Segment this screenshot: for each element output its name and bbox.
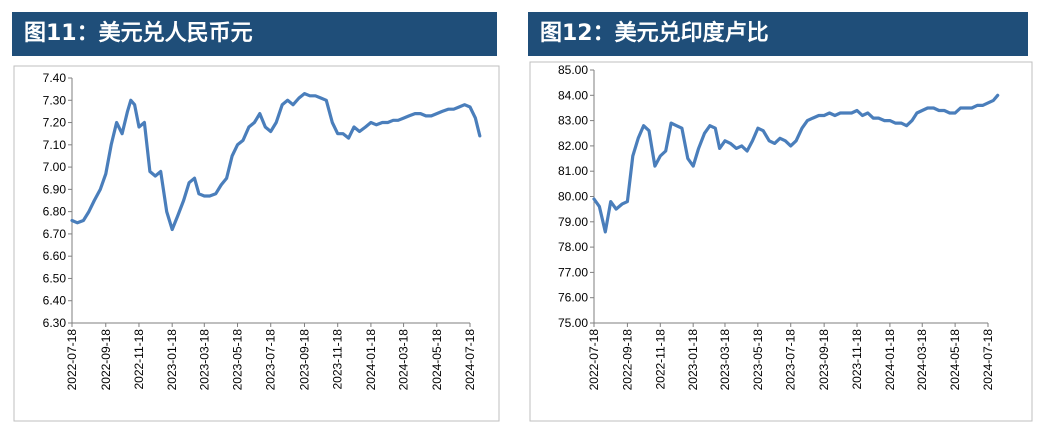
x-tick-label: 2024-03-18 <box>915 329 929 391</box>
x-tick-label: 2022-07-18 <box>587 329 601 391</box>
chart-usd-inr: 85.00 84.00 83.00 82.00 81.00 80.00 79.00 78.00… <box>529 61 1033 422</box>
y-tick-label: 77.00 <box>558 265 588 279</box>
x-tick-label: 2024-07-18 <box>981 329 995 391</box>
x-tick-label: 2023-01-18 <box>165 329 179 391</box>
y-tick-label: 6.70 <box>43 227 67 241</box>
y-tick-label: 84.00 <box>558 88 588 102</box>
y-tick-label: 76.00 <box>558 291 588 305</box>
y-tick-label: 6.90 <box>43 182 67 196</box>
chart-title: 图12：美元兑印度卢比 <box>528 12 1028 56</box>
x-tick-label: 2023-05-18 <box>751 329 765 391</box>
y-tick-label: 79.00 <box>558 215 588 229</box>
x-tick-label: 2023-05-18 <box>231 329 245 391</box>
y-tick-label: 78.00 <box>558 240 588 254</box>
y-tick-label: 7.20 <box>43 116 67 130</box>
panel-usd-inr: 图12：美元兑印度卢比 85.00 84.00 83.00 82.00 81.00 80.… <box>524 0 1038 424</box>
y-tick-label: 6.50 <box>43 271 67 285</box>
x-tick-label: 2024-01-18 <box>883 329 897 391</box>
x-tick-label: 2024-05-18 <box>948 329 962 391</box>
chart-usd-cny: 7.40 7.30 7.20 7.10 7.00 6.90 6.80 6.70 6.60 6.50… <box>13 65 500 422</box>
x-tick-label: 2023-03-18 <box>718 329 732 391</box>
x-tick-label: 2022-11-18 <box>132 329 146 390</box>
chart-frame <box>13 65 500 422</box>
x-tick-label: 2023-03-18 <box>197 329 211 391</box>
series-line <box>70 91 482 232</box>
x-tick-label: 2022-09-18 <box>99 329 113 391</box>
y-tick-label: 6.80 <box>43 205 67 219</box>
y-tick-label: 7.40 <box>43 71 67 85</box>
x-tick-label: 2023-11-18 <box>331 329 345 390</box>
x-tick-label: 2023-07-18 <box>784 329 798 391</box>
chart-title: 图11：美元兑人民币元 <box>12 12 497 56</box>
y-tick-label: 80.00 <box>558 190 588 204</box>
y-tick-label: 82.00 <box>558 139 588 153</box>
chart-frame <box>529 61 1033 422</box>
x-tick-label: 2023-01-18 <box>686 329 700 391</box>
x-tick-label: 2022-09-18 <box>620 329 634 391</box>
x-tick-label: 2023-09-18 <box>817 329 831 391</box>
panel-usd-cny: 图11：美元兑人民币元 7.40 7.30 7.20 7.10 7.00 6.90 6.80… <box>0 0 505 424</box>
y-tick-label: 85.00 <box>558 63 588 77</box>
x-tick-label: 2023-07-18 <box>264 329 278 391</box>
x-tick-label: 2024-05-18 <box>430 329 444 391</box>
x-tick-label: 2022-07-18 <box>65 329 79 391</box>
x-tick-label: 2024-03-18 <box>397 329 411 391</box>
y-tick-label: 6.40 <box>43 294 67 308</box>
x-tick-label: 2024-07-18 <box>463 329 477 391</box>
y-tick-label: 6.60 <box>43 249 67 263</box>
x-tick-label: 2024-01-18 <box>364 329 378 391</box>
series-line <box>592 93 1000 234</box>
y-tick-label: 7.30 <box>43 93 67 107</box>
y-tick-label: 7.10 <box>43 138 67 152</box>
y-tick-label: 6.30 <box>43 316 67 330</box>
y-tick-label: 81.00 <box>558 164 588 178</box>
y-tick-label: 75.00 <box>558 316 588 330</box>
y-tick-label: 7.00 <box>43 160 67 174</box>
x-tick-label: 2022-11-18 <box>653 329 667 390</box>
x-tick-label: 2023-09-18 <box>297 329 311 391</box>
y-tick-label: 83.00 <box>558 114 588 128</box>
x-tick-label: 2023-11-18 <box>850 329 864 390</box>
